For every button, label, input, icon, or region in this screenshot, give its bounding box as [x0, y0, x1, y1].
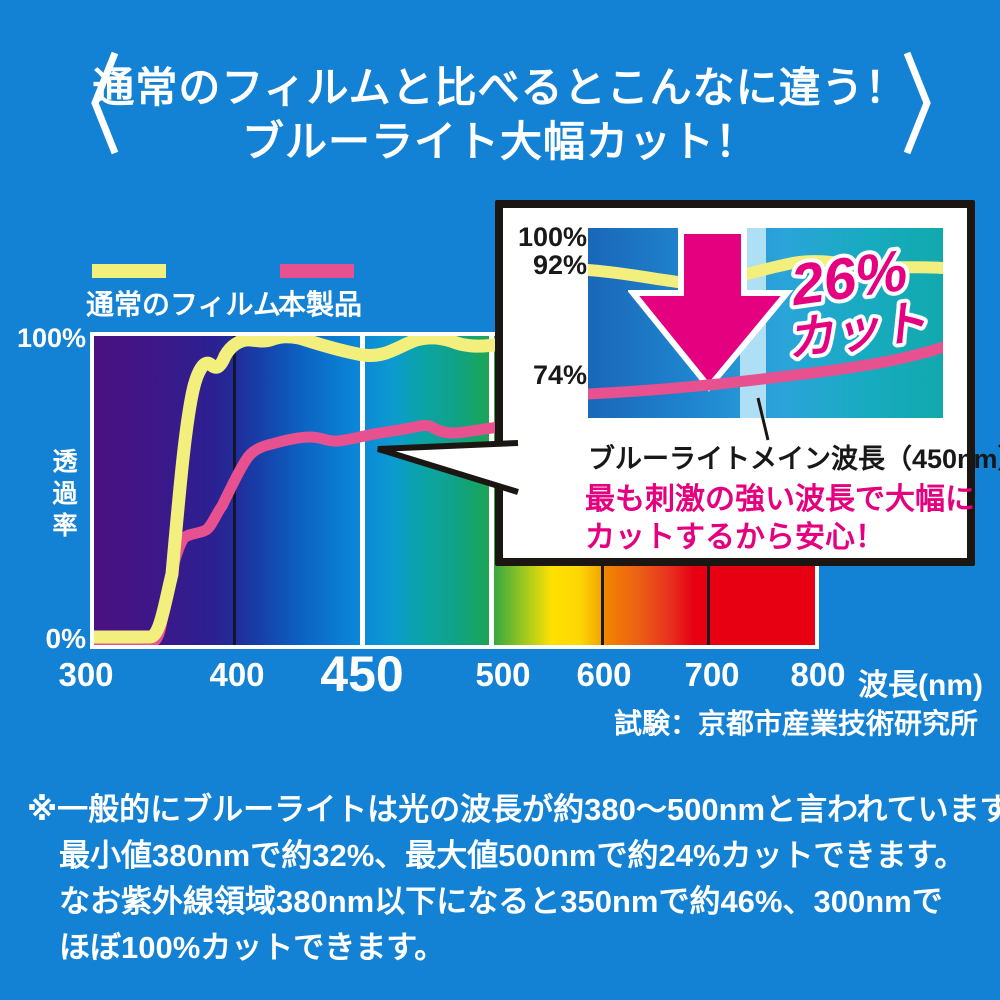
cut-percentage-badge: 26% カット [779, 235, 934, 370]
curve-product [94, 419, 506, 645]
zoomed-chart-450nm [588, 228, 943, 418]
footnote-line3: なお紫外線領域380nm以下になると350nmで約46%、300nmで [59, 884, 943, 919]
legend-swatch-normal-film [92, 264, 166, 278]
x-tick-700: 700 [684, 656, 740, 693]
callout-label-74pct: 74% [532, 360, 587, 390]
callout-tail [377, 440, 519, 495]
legend-label-product: 本製品 [278, 289, 363, 320]
y-axis-label-0: 0% [45, 623, 86, 654]
x-tick-500: 500 [475, 656, 531, 693]
mini-curve-product [588, 341, 943, 400]
legend-label-normal-film: 通常のフィルム [86, 289, 281, 320]
reassurance-note-line1: 最も刺激の強い波長で大幅に [585, 483, 975, 516]
headline-line1: 通常のフィルムと比べるとこんなに違う！ [92, 64, 908, 111]
test-source-credit: 試験：京都市産業技術研究所 [613, 708, 978, 739]
reassurance-note-line2: カットするから安心！ [585, 521, 885, 554]
down-arrow-icon [628, 228, 794, 392]
x-axis-title: 波長(nm) [858, 669, 983, 702]
main-curves [94, 336, 508, 645]
curve-normal-film [94, 336, 508, 644]
mini-curve-normal-film-layer [588, 255, 943, 290]
band-gap-500nm [489, 336, 494, 645]
mini-curve-product-layer [588, 341, 943, 400]
footnote-line4: ほぼ100%カットできます。 [59, 930, 446, 965]
wavelength-caption: ブルーライトメイン波長（450nm） [588, 444, 1000, 474]
mini-curve-normal-film [588, 255, 943, 290]
footnote-line2: 最小値380nmで約32%、最大値500nmで約24%カットできます。 [59, 838, 966, 873]
pointer-line [756, 397, 770, 441]
callout-label-100pct: 100% [517, 222, 587, 252]
x-tick-800: 800 [790, 656, 846, 693]
left-angle-bracket-icon [91, 51, 119, 155]
zoom-callout-bubble: 100% 92% 74% 26% カット ブルーライトメイン波長（450nm） [495, 200, 1000, 566]
headline-line2: ブルーライト大幅カット！ [241, 118, 758, 165]
footnote-line1: ※一般的にブルーライトは光の波長が約380〜500nmと言われています。 [27, 792, 1000, 827]
legend-swatch-product [280, 264, 354, 278]
x-tick-300: 300 [58, 656, 114, 693]
x-tick-400: 400 [209, 656, 265, 693]
callout-label-92pct: 92% [532, 250, 587, 280]
right-angle-bracket-icon [903, 51, 931, 155]
x-tick-450: 450 [320, 646, 404, 702]
y-axis-title: 透過率 [49, 448, 77, 544]
gridline-450nm [360, 336, 365, 645]
x-tick-600: 600 [576, 656, 632, 693]
y-axis-label-100: 100% [16, 323, 86, 353]
